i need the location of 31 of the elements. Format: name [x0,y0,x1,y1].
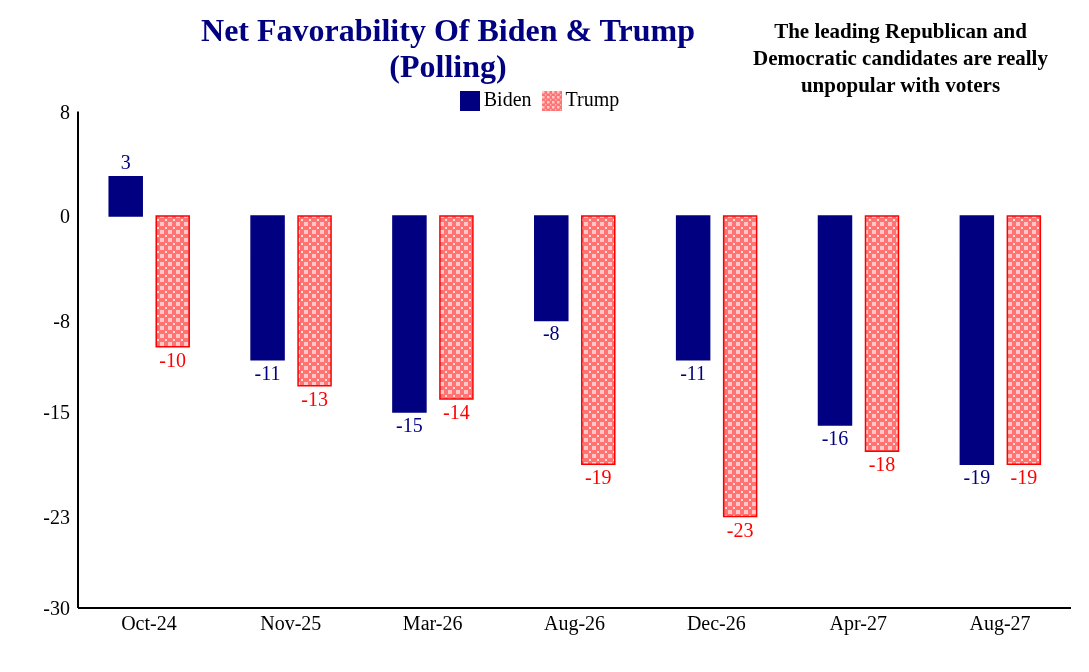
x-tick-label: Aug-26 [543,612,606,636]
y-tick-label: 0 [60,205,70,228]
data-label: -18 [868,453,896,476]
data-label: -15 [396,413,423,436]
y-tick-label: -23 [43,505,70,528]
x-tick-label: Aug-27 [969,612,1031,636]
y-tick-label: -15 [43,401,70,424]
legend-label: Biden [483,88,532,110]
text: The leading Republican and Democratic candidates are really unpopular with voters [752,18,1049,99]
data-label: -19 [963,466,991,489]
y-tick-label: -30 [43,597,70,620]
data-label: -14 [443,400,470,423]
data-label: -11 [680,361,707,384]
data-label: -8 [542,322,560,345]
x-tick-label: Apr-27 [829,612,887,636]
x-tick-label: Oct-24 [121,612,177,635]
data-label: -13 [301,387,328,410]
data-label: -16 [821,427,849,450]
x-tick-label: Nov-25 [260,612,322,635]
data-label: -19 [1010,466,1038,489]
y-tick-label: -8 [53,309,70,332]
data-label: -10 [159,348,187,371]
y-tick-label: 8 [60,100,70,123]
data-label: -23 [726,518,754,541]
data-label: -11 [254,361,281,384]
data-label: 3 [120,150,131,173]
x-tick-label: Mar-26 [402,612,463,635]
x-tick-label: Dec-26 [686,612,746,635]
data-label: -19 [584,466,612,489]
chart-title: Net Favorability Of Biden & Trump (Polling) [200,12,696,84]
legend-label: Trump [565,88,620,110]
